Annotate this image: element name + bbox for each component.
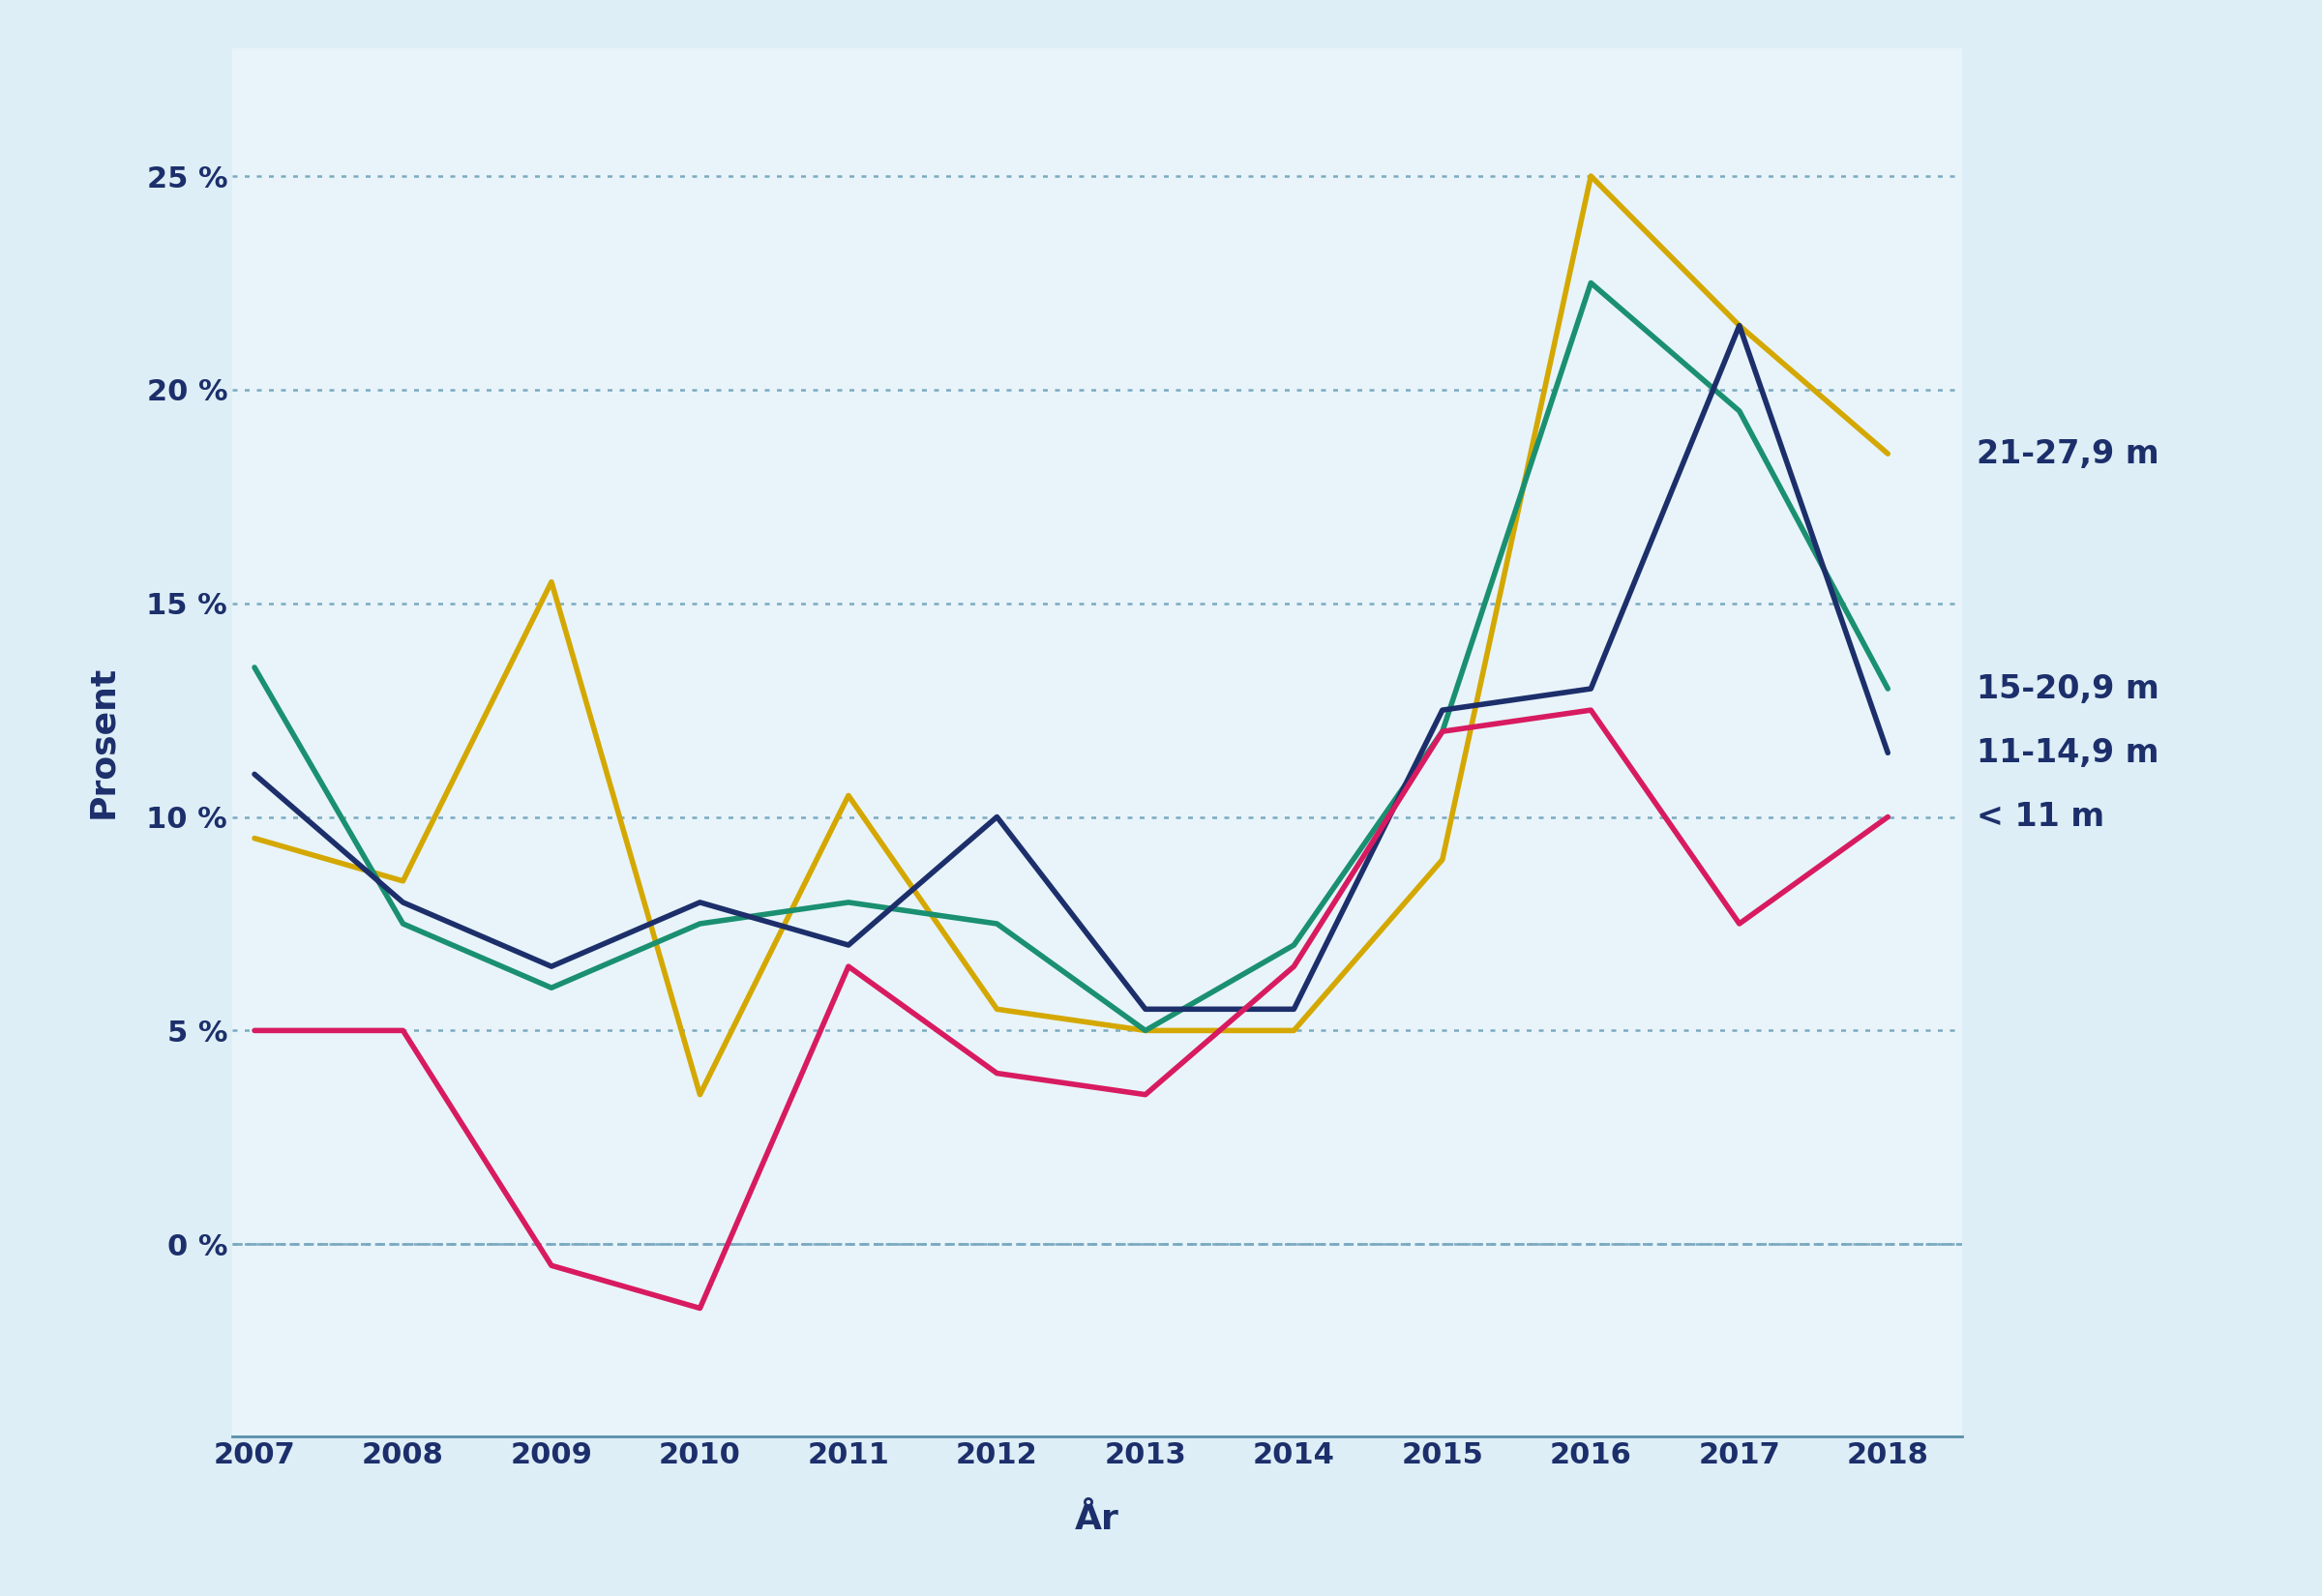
Text: 11-14,9 m: 11-14,9 m: [1976, 737, 2159, 769]
Y-axis label: Prosent: Prosent: [86, 666, 121, 819]
Text: 21-27,9 m: 21-27,9 m: [1976, 437, 2159, 469]
Text: 15-20,9 m: 15-20,9 m: [1976, 674, 2159, 705]
Text: < 11 m: < 11 m: [1976, 801, 2104, 833]
X-axis label: År: År: [1075, 1503, 1119, 1535]
